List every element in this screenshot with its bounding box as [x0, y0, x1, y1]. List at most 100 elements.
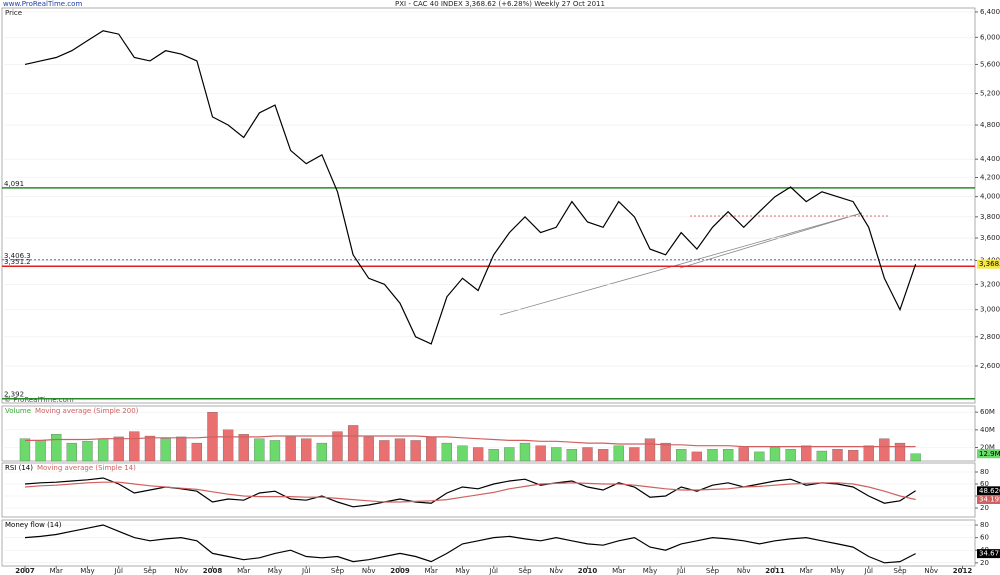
x-tick-label: Mar: [425, 567, 438, 575]
x-tick-label: Sep: [331, 567, 345, 575]
volume-bar: [316, 442, 328, 462]
volume-bar: [82, 441, 93, 462]
volume-bar: [582, 447, 593, 462]
volume-bar: [176, 436, 187, 462]
volume-bar: [410, 440, 421, 462]
x-tick-label: Nov: [549, 567, 563, 575]
volume-bar: [894, 442, 906, 462]
volume-bar: [457, 445, 468, 462]
volume-bar: [910, 453, 921, 462]
volume-bar: [285, 436, 296, 462]
level-label: 4,091: [4, 180, 24, 188]
last-value-box: [977, 549, 1000, 559]
volume-bar: [347, 425, 359, 462]
volume-bar: [832, 449, 843, 462]
volume-bar: [379, 440, 390, 462]
volume-bar: [254, 438, 265, 462]
last-value-label: 48.626: [979, 487, 1000, 495]
volume-bar: [66, 442, 77, 462]
volume-bar: [332, 431, 343, 462]
x-tick-label: Sep: [143, 567, 157, 575]
x-tick-label: Nov: [924, 567, 938, 575]
volume-bar: [363, 436, 374, 462]
x-tick-label: Sep: [706, 567, 720, 575]
volume-bar: [238, 434, 249, 462]
volume-bar: [847, 449, 859, 462]
series-line: [24, 524, 916, 564]
y-tick-label: 4,200: [980, 173, 1000, 181]
volume-bar: [863, 445, 874, 462]
panel: [1, 405, 976, 462]
y-tick-label: 5,200: [980, 90, 1000, 98]
level-label: 3,406.3: [4, 252, 31, 260]
volume-bar: [879, 438, 890, 462]
trend-line: [499, 212, 863, 316]
x-tick-label: Jul: [301, 567, 311, 575]
x-tick-label: Mar: [50, 567, 63, 575]
x-tick-label: 2007: [15, 567, 35, 575]
x-tick-label: Mar: [612, 567, 625, 575]
volume-bar: [519, 442, 531, 462]
level-label: 2,392: [4, 391, 24, 399]
y-tick-label: 60: [980, 534, 989, 542]
volume-bar: [660, 442, 671, 462]
y-tick-label: 4,400: [980, 155, 1000, 163]
trend-line: [679, 212, 863, 269]
y-tick-label: 60: [980, 480, 989, 488]
site-link[interactable]: www.ProRealTime.com: [3, 0, 82, 8]
x-tick-label: 2011: [765, 567, 785, 575]
volume-bar: [613, 445, 624, 462]
volume-bar: [488, 449, 499, 462]
volume-bar: [769, 447, 781, 462]
last-value-label: 34.671: [979, 550, 1000, 558]
volume-bar: [816, 450, 828, 462]
volume-bar: [551, 447, 562, 462]
volume-bar: [129, 431, 140, 462]
watermark: © ProRealTime.com: [4, 396, 74, 404]
volume-bar: [535, 445, 546, 462]
y-tick-label: 3,000: [980, 306, 1000, 314]
volume-bar: [97, 438, 109, 462]
volume-bar: [722, 449, 734, 462]
volume-bar: [738, 447, 749, 462]
volume-bar: [191, 442, 203, 462]
volume-bar: [801, 445, 812, 462]
last-value-box: [977, 259, 1000, 269]
x-tick-label: May: [455, 567, 469, 575]
y-tick-label: 4,800: [980, 121, 1000, 129]
last-value-box: [977, 486, 1000, 496]
y-tick-label: 5,600: [980, 60, 1000, 68]
x-tick-label: Sep: [893, 567, 907, 575]
legend-entry: Money flow (14): [5, 521, 62, 529]
y-tick-label: 20: [980, 504, 989, 512]
volume-bar: [629, 447, 640, 462]
y-tick-label: 20M: [980, 443, 995, 451]
y-tick-label: 6,400: [980, 8, 1000, 16]
legend-entry: Moving average (Simple 200): [35, 407, 139, 415]
x-tick-label: Nov: [737, 567, 751, 575]
legend-entry: Volume: [5, 407, 31, 415]
x-tick-label: 2009: [390, 567, 410, 575]
volume-bar: [441, 442, 453, 462]
x-tick-label: May: [643, 567, 657, 575]
volume-bar: [160, 438, 171, 462]
x-tick-label: Jul: [676, 567, 686, 575]
last-value-label: 12.9M: [979, 450, 1000, 458]
x-tick-label: 2008: [203, 567, 223, 575]
series-line: [24, 481, 916, 503]
x-tick-label: May: [830, 567, 844, 575]
last-value-box: [977, 494, 1000, 504]
volume-bar: [504, 447, 515, 462]
x-tick-label: Sep: [518, 567, 532, 575]
volume-bar: [19, 438, 31, 462]
x-tick-label: Nov: [174, 567, 188, 575]
y-tick-label: 80: [980, 468, 989, 476]
x-tick-label: Jul: [489, 567, 499, 575]
x-tick-label: Nov: [362, 567, 376, 575]
x-tick-label: 2012: [953, 567, 973, 575]
volume-bar: [754, 451, 765, 462]
y-tick-label: 80: [980, 521, 989, 529]
last-value-label: 3,368.62: [979, 260, 1000, 268]
volume-bar: [269, 440, 281, 462]
